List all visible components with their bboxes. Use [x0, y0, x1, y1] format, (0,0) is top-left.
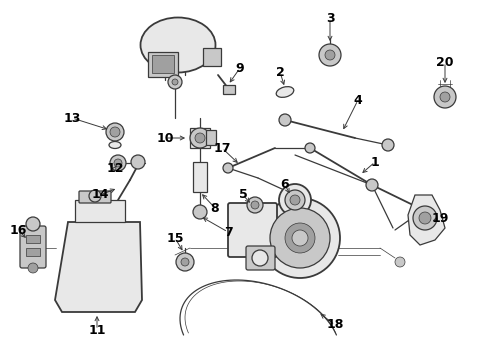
Circle shape [366, 179, 378, 191]
FancyBboxPatch shape [228, 203, 277, 257]
Circle shape [419, 212, 431, 224]
Circle shape [325, 50, 335, 60]
Circle shape [279, 184, 311, 216]
Bar [152, 55, 174, 73]
Text: 8: 8 [211, 202, 220, 215]
FancyBboxPatch shape [20, 226, 46, 268]
Text: 16: 16 [9, 224, 26, 237]
Bar [26, 248, 40, 256]
Circle shape [110, 127, 120, 137]
Circle shape [260, 198, 340, 278]
Bar [148, 52, 178, 77]
Circle shape [223, 163, 233, 173]
Circle shape [319, 44, 341, 66]
Circle shape [89, 190, 101, 202]
Circle shape [176, 253, 194, 271]
Bar [223, 85, 235, 94]
FancyBboxPatch shape [246, 246, 275, 270]
Text: 19: 19 [431, 211, 449, 225]
Circle shape [114, 159, 122, 167]
Text: 9: 9 [236, 62, 245, 75]
Text: 1: 1 [370, 156, 379, 168]
Circle shape [434, 86, 456, 108]
Circle shape [110, 155, 126, 171]
Ellipse shape [141, 18, 216, 72]
Circle shape [285, 223, 315, 253]
Circle shape [106, 123, 124, 141]
Text: 18: 18 [326, 319, 343, 332]
Circle shape [168, 75, 182, 89]
Circle shape [395, 257, 405, 267]
Polygon shape [408, 195, 445, 245]
Circle shape [440, 92, 450, 102]
Text: 15: 15 [166, 231, 184, 244]
Text: 4: 4 [354, 94, 363, 107]
Circle shape [290, 195, 300, 205]
Circle shape [270, 208, 330, 268]
Circle shape [285, 190, 305, 210]
Text: 3: 3 [326, 12, 334, 24]
Circle shape [181, 258, 189, 266]
Text: 17: 17 [213, 141, 231, 154]
Circle shape [292, 230, 308, 246]
Circle shape [26, 217, 40, 231]
Circle shape [247, 197, 263, 213]
Ellipse shape [109, 141, 121, 148]
Text: 7: 7 [223, 225, 232, 238]
Circle shape [305, 143, 315, 153]
Text: 2: 2 [275, 66, 284, 78]
Text: 14: 14 [91, 189, 109, 202]
Circle shape [382, 139, 394, 151]
Bar [75, 200, 125, 222]
Circle shape [252, 250, 268, 266]
Circle shape [172, 79, 178, 85]
Circle shape [195, 133, 205, 143]
Text: 20: 20 [436, 55, 454, 68]
Circle shape [279, 114, 291, 126]
Circle shape [193, 205, 207, 219]
Circle shape [28, 263, 38, 273]
Circle shape [190, 128, 210, 148]
Circle shape [413, 206, 437, 230]
Text: 6: 6 [281, 179, 289, 192]
Bar [206, 130, 216, 145]
Text: 12: 12 [106, 162, 124, 175]
Text: 10: 10 [156, 131, 174, 144]
Text: 13: 13 [63, 112, 81, 125]
Polygon shape [55, 222, 142, 312]
Text: 11: 11 [88, 324, 106, 337]
Circle shape [251, 201, 259, 209]
Bar [190, 128, 210, 148]
FancyBboxPatch shape [79, 191, 111, 203]
Bar [193, 162, 207, 192]
Text: 5: 5 [239, 189, 247, 202]
Ellipse shape [276, 87, 294, 97]
Bar [203, 48, 221, 66]
Bar [26, 235, 40, 243]
Circle shape [131, 155, 145, 169]
